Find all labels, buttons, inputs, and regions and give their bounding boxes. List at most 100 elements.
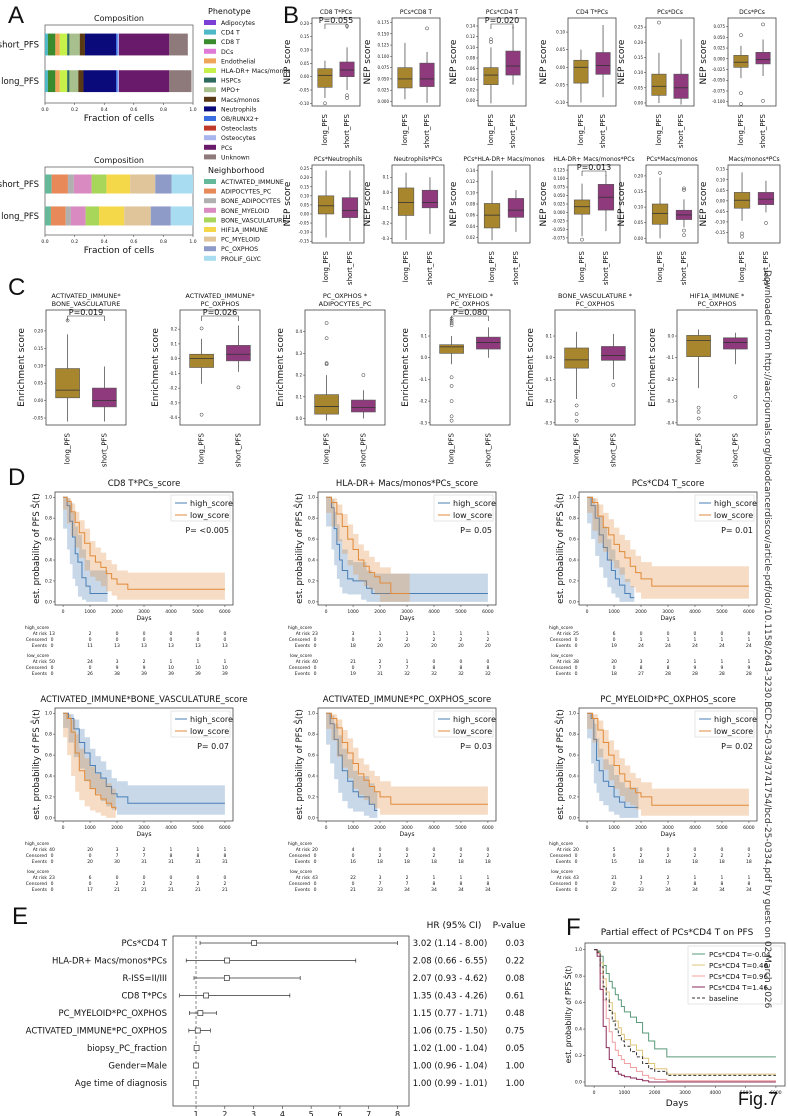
legend-swatch bbox=[204, 87, 216, 93]
bar-segment bbox=[45, 70, 48, 93]
legend-swatch bbox=[204, 217, 216, 223]
risk-row-label: Censored bbox=[26, 853, 47, 859]
risk-value: 32 bbox=[458, 671, 464, 677]
x-tick-label: 0.4 bbox=[101, 107, 108, 113]
x-tick-label: 3000 bbox=[401, 609, 413, 615]
risk-value: 0 bbox=[575, 881, 578, 887]
x-tick-label: long_PFS bbox=[488, 250, 496, 282]
ci-band-high-score bbox=[63, 497, 108, 602]
y-tick-label: 0.20 bbox=[300, 175, 309, 180]
category-label: long_PFS bbox=[1, 212, 39, 222]
risk-row-label: Censored bbox=[550, 853, 571, 859]
y-axis-label: Enrichment score bbox=[401, 328, 411, 407]
risk-value: 0 bbox=[51, 665, 54, 671]
y-tick-label: -0.10 bbox=[555, 100, 566, 105]
risk-value: 43 bbox=[573, 875, 579, 881]
risk-row-label: Events bbox=[32, 859, 48, 865]
box-long_PFS bbox=[573, 59, 589, 84]
risk-value: 18 bbox=[377, 859, 383, 865]
p-value-label: P= 0.07 bbox=[197, 742, 229, 751]
risk-value: 0 bbox=[667, 631, 670, 637]
box-long_PFS bbox=[483, 67, 499, 85]
y-tick-label: 0.2 bbox=[171, 327, 178, 332]
risk-value: 0 bbox=[116, 637, 119, 643]
p-value-label: P=0.055 bbox=[319, 16, 353, 25]
y-tick-label: 0.00 bbox=[34, 398, 43, 403]
risk-value: 0 bbox=[747, 847, 750, 853]
y-axis-label: NEP score bbox=[699, 39, 709, 84]
y-axis-label: Enrichment score bbox=[151, 328, 161, 407]
risk-row-label: Censored bbox=[26, 881, 47, 887]
risk-value: 20 bbox=[611, 659, 617, 665]
y-axis-label: est. probability of PFS Ŝ(t) bbox=[30, 493, 42, 604]
x-tick-label: long_PFS bbox=[695, 432, 703, 464]
risk-value: 32 bbox=[431, 671, 437, 677]
risk-value: 33 bbox=[377, 887, 383, 893]
risk-value: 33 bbox=[638, 887, 644, 893]
legend-label: Unknown bbox=[221, 154, 250, 161]
y-tick-label: 0.8 bbox=[45, 732, 52, 738]
y-tick-label: -0.05 bbox=[555, 82, 566, 87]
partial-effect-line bbox=[594, 949, 776, 1058]
y-axis-label: est. probability of PFS Ŝ(t) bbox=[293, 493, 305, 604]
forest-row-label: PC_MYELOID*PC_OXPHOS bbox=[58, 1009, 167, 1019]
y-tick-label: 0.25 bbox=[634, 25, 643, 30]
x-tick-label: 4000 bbox=[165, 609, 177, 615]
x-tick-label: short_PFS bbox=[512, 250, 520, 285]
outlier bbox=[449, 321, 454, 325]
chart-title: Partial effect of PCs*CD4 T on PFS bbox=[601, 928, 754, 938]
x-tick-label: 6000 bbox=[482, 609, 494, 615]
chart-title: Composition bbox=[94, 156, 144, 165]
x-axis-label: Fraction of cells bbox=[84, 246, 155, 256]
risk-row-label: Events bbox=[32, 887, 48, 893]
risk-value: 2 bbox=[197, 881, 200, 887]
risk-row-label: Censored bbox=[289, 853, 310, 859]
plot-frame bbox=[477, 17, 527, 107]
risk-value: 34 bbox=[719, 887, 725, 893]
legend-box bbox=[694, 494, 755, 522]
risk-value: 0 bbox=[460, 659, 463, 665]
x-tick-label: long_PFS bbox=[656, 250, 664, 282]
risk-value: 21 bbox=[222, 887, 228, 893]
legend-box bbox=[687, 945, 783, 1005]
risk-row-label: At risk bbox=[33, 631, 48, 637]
forest-row-label: Age time of diagnosis bbox=[75, 1079, 168, 1089]
p-value: 0.61 bbox=[506, 992, 525, 1002]
risk-group-label: low_score bbox=[551, 653, 573, 659]
y-axis-label: NEP score bbox=[539, 181, 549, 226]
risk-value: 50 bbox=[49, 659, 55, 665]
subplot-title: PC_OXPHOS * bbox=[323, 292, 368, 300]
risk-value: 25 bbox=[573, 631, 579, 637]
x-tick-label: 2000 bbox=[635, 825, 647, 831]
y-tick-label: -0.15 bbox=[715, 230, 726, 235]
risk-value: 0 bbox=[352, 881, 355, 887]
risk-value: 39 bbox=[222, 671, 228, 677]
legend-swatch bbox=[204, 144, 216, 150]
risk-value: 18 bbox=[404, 859, 410, 865]
subplot-title: HIF1A_IMMUNE * bbox=[690, 292, 745, 300]
risk-value: 43 bbox=[312, 875, 318, 881]
risk-value: 2 bbox=[143, 881, 146, 887]
risk-value: 0 bbox=[51, 643, 54, 649]
risk-value: 2 bbox=[406, 637, 409, 643]
bar-segment bbox=[119, 70, 170, 93]
subplot-title: PC_OXPHOS bbox=[201, 300, 240, 308]
y-tick-label: 0.8 bbox=[569, 732, 576, 738]
x-tick-label: 6000 bbox=[743, 825, 755, 831]
ci-band-high-score bbox=[326, 713, 378, 818]
y-tick-label: -0.2 bbox=[666, 377, 674, 382]
risk-value: 0 bbox=[575, 643, 578, 649]
risk-value: 0 bbox=[575, 671, 578, 677]
risk-value: 18 bbox=[665, 859, 671, 865]
box-short_PFS bbox=[351, 399, 376, 413]
x-tick-label: long_PFS bbox=[448, 432, 456, 464]
risk-value: 28 bbox=[746, 671, 752, 677]
plot-frame bbox=[554, 309, 636, 426]
legend-swatch bbox=[204, 96, 216, 102]
legend-label: baseline bbox=[709, 995, 738, 1003]
risk-value: 2 bbox=[433, 637, 436, 643]
partial-effect-line bbox=[594, 949, 776, 1083]
legend-label: Adipocytes bbox=[221, 20, 255, 27]
y-tick-label: 0.20 bbox=[34, 328, 43, 333]
y-tick-label: 0.2 bbox=[308, 578, 315, 584]
